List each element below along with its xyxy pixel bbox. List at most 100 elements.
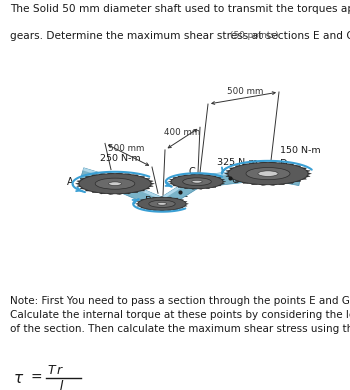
Polygon shape: [196, 168, 268, 178]
Polygon shape: [236, 165, 241, 167]
Polygon shape: [242, 164, 249, 165]
Ellipse shape: [108, 182, 121, 186]
Polygon shape: [139, 190, 145, 191]
Polygon shape: [186, 203, 189, 204]
Polygon shape: [191, 188, 196, 190]
Polygon shape: [124, 193, 131, 194]
Text: 150 N-m: 150 N-m: [280, 146, 321, 155]
Polygon shape: [191, 174, 196, 175]
Polygon shape: [306, 170, 310, 172]
Polygon shape: [132, 191, 138, 193]
Polygon shape: [167, 210, 172, 211]
Polygon shape: [168, 181, 171, 183]
Polygon shape: [178, 186, 182, 188]
Polygon shape: [295, 165, 301, 167]
Polygon shape: [159, 177, 195, 201]
Polygon shape: [99, 193, 106, 194]
Polygon shape: [85, 176, 91, 178]
Polygon shape: [242, 182, 249, 184]
Polygon shape: [152, 197, 157, 198]
Ellipse shape: [258, 171, 278, 176]
Polygon shape: [76, 183, 79, 185]
Polygon shape: [269, 161, 277, 163]
Polygon shape: [132, 175, 138, 176]
Polygon shape: [85, 190, 91, 191]
Polygon shape: [92, 191, 98, 193]
Polygon shape: [80, 188, 85, 189]
Text: 325 N-m: 325 N-m: [217, 158, 258, 167]
Text: $T\,r$: $T\,r$: [47, 364, 64, 377]
Polygon shape: [184, 201, 187, 202]
Polygon shape: [236, 180, 241, 182]
Polygon shape: [116, 173, 123, 174]
Polygon shape: [151, 183, 154, 185]
Polygon shape: [230, 178, 235, 180]
Polygon shape: [169, 179, 173, 180]
Polygon shape: [269, 184, 277, 186]
Polygon shape: [141, 207, 144, 208]
Polygon shape: [139, 176, 145, 178]
Polygon shape: [226, 175, 230, 177]
Polygon shape: [146, 198, 150, 199]
Polygon shape: [178, 176, 182, 177]
Polygon shape: [160, 210, 164, 211]
Polygon shape: [223, 181, 226, 183]
Text: 500 mm: 500 mm: [227, 87, 264, 96]
Polygon shape: [295, 180, 301, 182]
Polygon shape: [278, 184, 286, 185]
Polygon shape: [205, 175, 210, 176]
Polygon shape: [113, 178, 164, 209]
Polygon shape: [169, 183, 173, 184]
Polygon shape: [259, 184, 267, 186]
Text: 500 mm: 500 mm: [108, 144, 145, 153]
Text: 250 N-m: 250 N-m: [100, 154, 140, 163]
Polygon shape: [267, 168, 301, 186]
Polygon shape: [174, 198, 178, 199]
Text: G: G: [232, 175, 239, 184]
Polygon shape: [230, 168, 235, 170]
Polygon shape: [77, 180, 81, 182]
Polygon shape: [184, 175, 189, 176]
Polygon shape: [173, 185, 177, 186]
Polygon shape: [145, 188, 150, 189]
Polygon shape: [308, 172, 312, 175]
Polygon shape: [146, 209, 150, 210]
Polygon shape: [137, 201, 140, 202]
Text: =: =: [30, 371, 42, 385]
Polygon shape: [278, 162, 286, 164]
Text: 75 N-m: 75 N-m: [180, 180, 215, 189]
Polygon shape: [250, 162, 258, 164]
Text: E: E: [182, 189, 188, 199]
Ellipse shape: [79, 174, 151, 194]
Polygon shape: [287, 164, 294, 165]
Ellipse shape: [171, 175, 223, 189]
Polygon shape: [159, 177, 200, 209]
Polygon shape: [221, 183, 225, 184]
Polygon shape: [107, 193, 114, 195]
Polygon shape: [141, 199, 144, 200]
Polygon shape: [167, 197, 172, 198]
Ellipse shape: [192, 180, 202, 183]
Polygon shape: [137, 205, 140, 206]
Text: C: C: [189, 167, 195, 177]
Polygon shape: [184, 205, 187, 206]
Ellipse shape: [246, 168, 290, 180]
Ellipse shape: [228, 163, 308, 185]
Polygon shape: [221, 179, 225, 180]
Polygon shape: [226, 170, 230, 172]
Ellipse shape: [149, 200, 175, 207]
Polygon shape: [217, 177, 221, 179]
Polygon shape: [80, 178, 85, 180]
Polygon shape: [149, 185, 153, 187]
Ellipse shape: [157, 202, 167, 205]
Text: A: A: [67, 177, 74, 187]
Polygon shape: [77, 185, 81, 187]
Text: B: B: [145, 196, 152, 206]
Polygon shape: [184, 188, 189, 189]
Polygon shape: [124, 173, 131, 175]
Ellipse shape: [183, 178, 211, 186]
Polygon shape: [301, 178, 307, 180]
Text: gears. Determine the maximum shear stress at sections E and G.: gears. Determine the maximum shear stres…: [10, 31, 350, 41]
Polygon shape: [116, 178, 164, 201]
Text: $\tau$: $\tau$: [13, 371, 24, 386]
